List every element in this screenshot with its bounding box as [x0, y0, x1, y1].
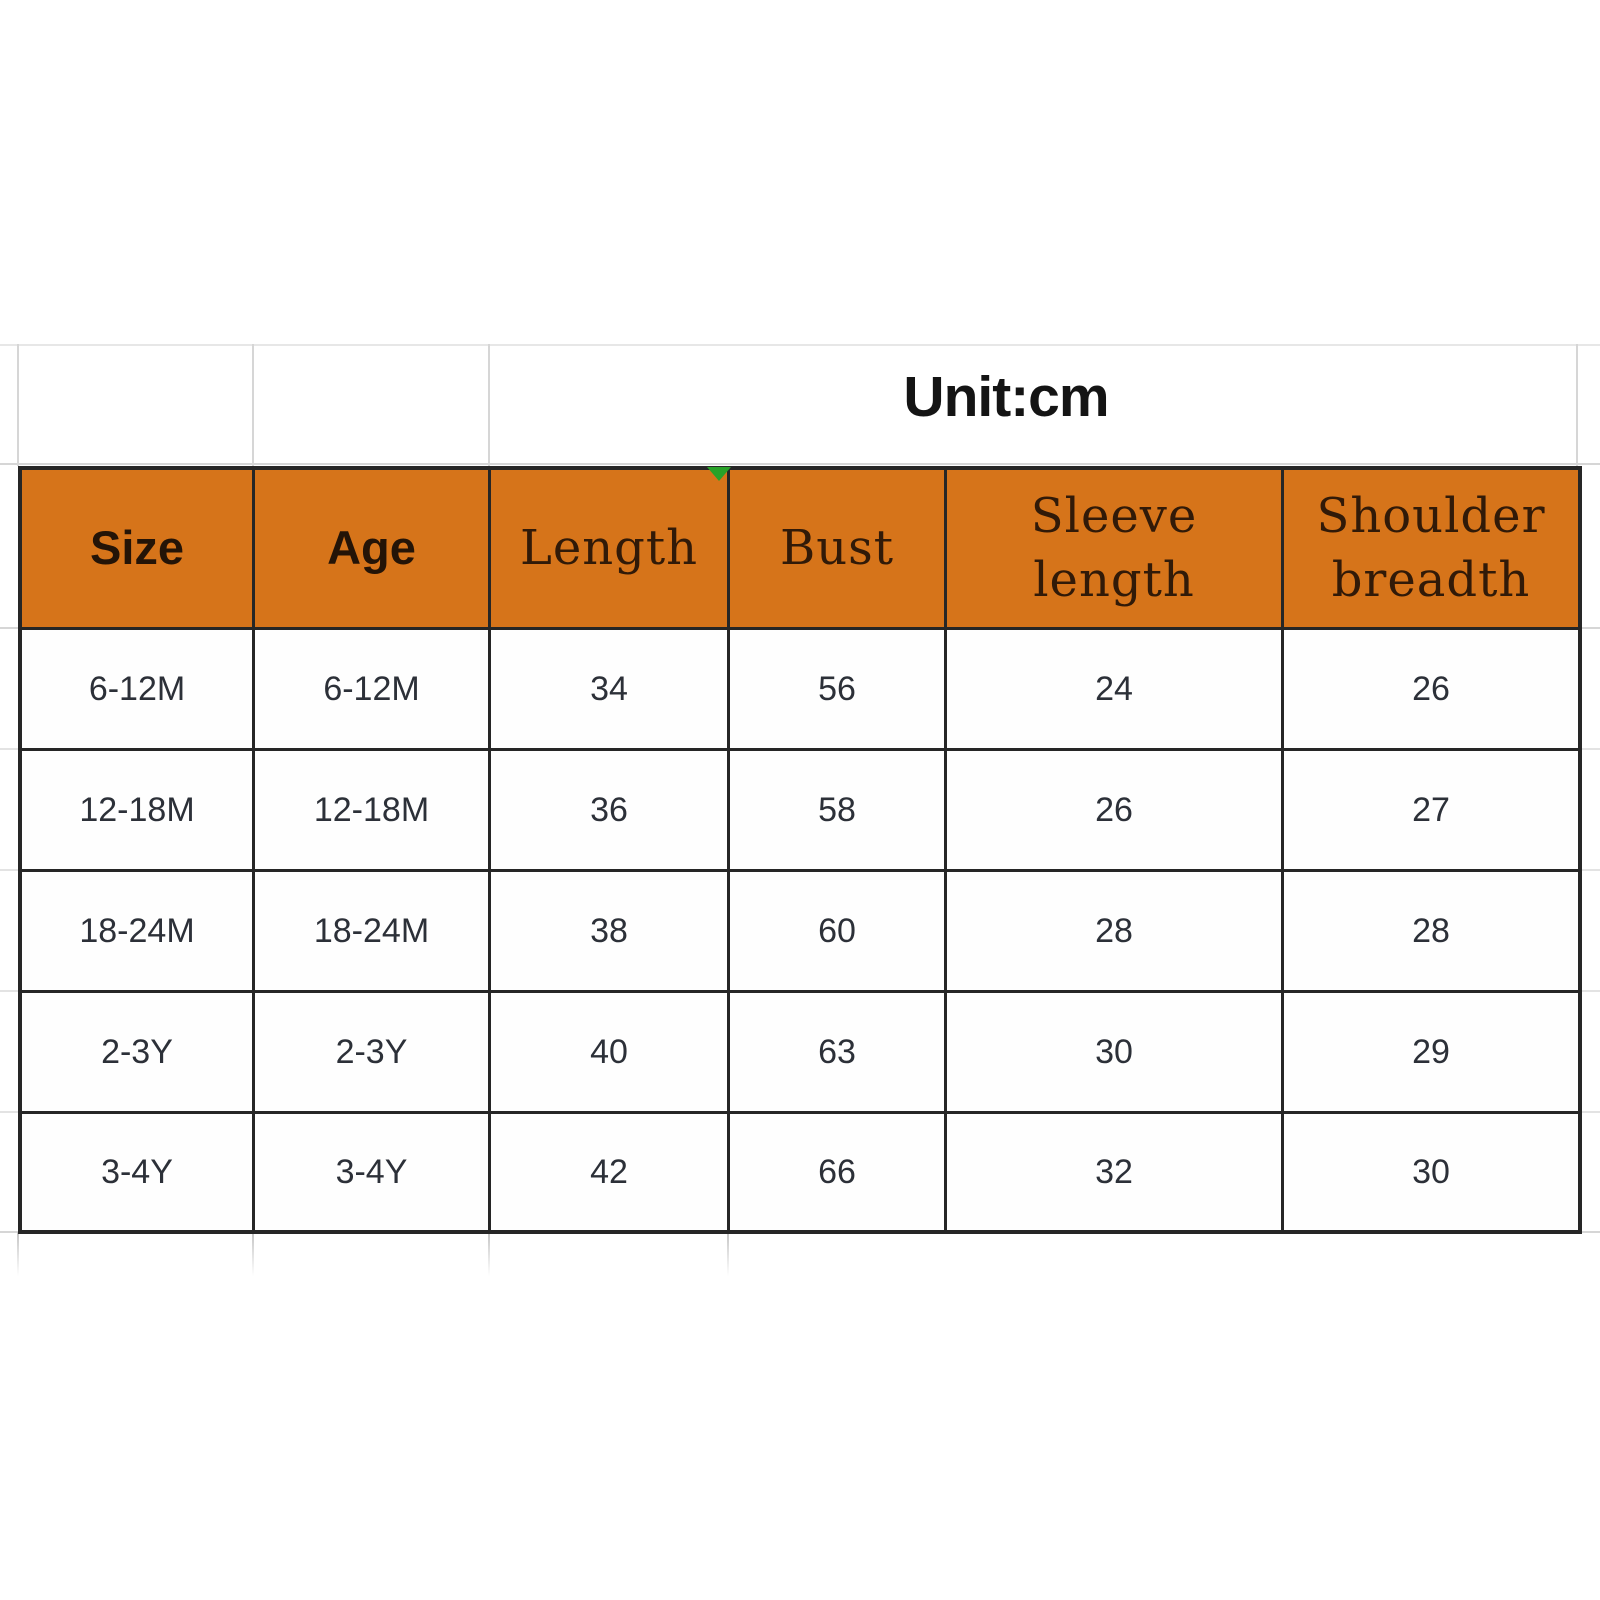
- column-header-shoulder-breadth: Shoulder breadth: [1284, 470, 1578, 627]
- cell-size: 2-3Y: [22, 993, 252, 1111]
- column-header-bust: Bust: [730, 470, 944, 627]
- cell-bust: 56: [730, 630, 944, 748]
- column-header-sleeve-length: Sleeve length: [947, 470, 1281, 627]
- cell-age: 2-3Y: [255, 993, 488, 1111]
- cell-size: 18-24M: [22, 872, 252, 990]
- green-corner-marker-icon: [707, 467, 731, 481]
- cell-bust: 58: [730, 751, 944, 869]
- cell-size: 6-12M: [22, 630, 252, 748]
- cell-shoulder-breadth: 29: [1284, 993, 1578, 1111]
- column-header-age: Age: [255, 470, 488, 627]
- cell-length: 42: [491, 1114, 727, 1230]
- gridline: [17, 344, 19, 466]
- gridline: [17, 1232, 19, 1276]
- size-chart-table: Size Age Length Bust Sleeve length Shoulder b…: [18, 466, 1582, 1234]
- cell-size: 12-18M: [22, 751, 252, 869]
- cell-sleeve-length: 32: [947, 1114, 1281, 1230]
- cell-sleeve-length: 30: [947, 993, 1281, 1111]
- cell-bust: 60: [730, 872, 944, 990]
- cell-sleeve-length: 24: [947, 630, 1281, 748]
- cell-length: 40: [491, 993, 727, 1111]
- cell-length: 36: [491, 751, 727, 869]
- cell-bust: 66: [730, 1114, 944, 1230]
- cell-shoulder-breadth: 26: [1284, 630, 1578, 748]
- cell-shoulder-breadth: 27: [1284, 751, 1578, 869]
- gridline: [727, 1232, 729, 1276]
- cell-age: 18-24M: [255, 872, 488, 990]
- cell-sleeve-length: 28: [947, 872, 1281, 990]
- cell-shoulder-breadth: 30: [1284, 1114, 1578, 1230]
- cell-bust: 63: [730, 993, 944, 1111]
- cell-length: 38: [491, 872, 727, 990]
- cell-age: 3-4Y: [255, 1114, 488, 1230]
- gridline: [252, 1232, 254, 1276]
- gridline: [252, 344, 254, 466]
- cell-length: 34: [491, 630, 727, 748]
- cell-size: 3-4Y: [22, 1114, 252, 1230]
- gridline: [1576, 344, 1578, 466]
- gridline: [488, 1232, 490, 1276]
- column-header-size: Size: [22, 470, 252, 627]
- cell-sleeve-length: 26: [947, 751, 1281, 869]
- column-header-length: Length: [491, 470, 727, 627]
- cell-age: 6-12M: [255, 630, 488, 748]
- gridline: [0, 344, 1600, 346]
- gridline: [488, 344, 490, 466]
- cell-age: 12-18M: [255, 751, 488, 869]
- unit-label: Unit:cm: [903, 365, 1109, 429]
- gridline: [0, 463, 1600, 465]
- cell-shoulder-breadth: 28: [1284, 872, 1578, 990]
